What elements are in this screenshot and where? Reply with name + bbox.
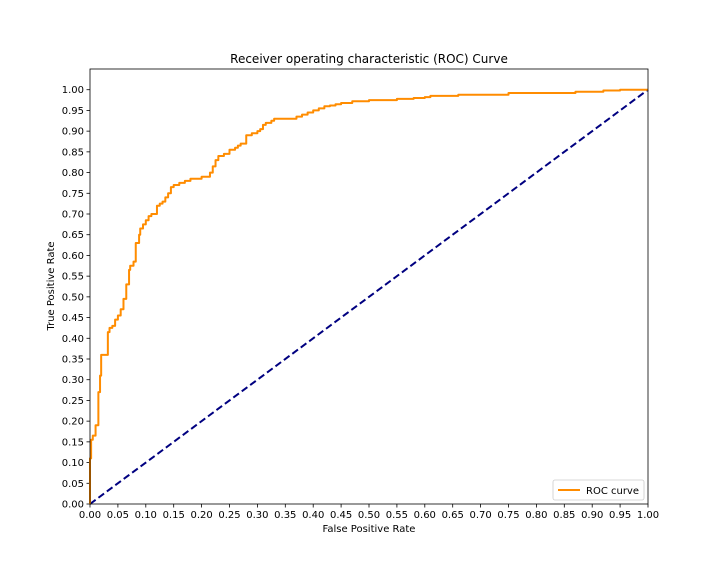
- x-tick-label: 0.45: [330, 510, 352, 521]
- x-tick-label: 0.80: [525, 510, 547, 521]
- axes-frame: [89, 68, 649, 505]
- x-tick-label: 0.70: [469, 510, 491, 521]
- x-tick-label: 0.60: [414, 510, 436, 521]
- chart-title: Receiver operating characteristic (ROC) …: [230, 52, 508, 66]
- chance-diagonal-line: [89, 88, 649, 505]
- legend-label: ROC curve: [586, 486, 639, 497]
- x-tick-label: 0.00: [79, 510, 101, 521]
- plot-area: 0.00 0.05 0.10 0.15 0.20 0.25 0.30 0.35 0.40 0.45…: [62, 68, 659, 521]
- y-tick-label: 0.65: [62, 230, 84, 241]
- y-axis-label: True Positive Rate: [46, 241, 57, 331]
- x-tick-label: 0.50: [358, 510, 380, 521]
- x-tick-label: 0.55: [386, 510, 408, 521]
- x-axis-label: False Positive Rate: [323, 524, 416, 535]
- y-tick-label: 0.10: [62, 458, 84, 469]
- y-tick-label: 0.35: [62, 355, 84, 366]
- x-axis-ticks: 0.00 0.05 0.10 0.15 0.20 0.25 0.30 0.35 0.40 0.45…: [79, 504, 659, 521]
- y-tick-label: 0.05: [62, 479, 84, 490]
- y-tick-label: 0.60: [62, 251, 84, 262]
- y-axis-ticks: 0.00 0.05 0.10 0.15 0.20 0.25 0.30 0.35 0.40 0.45…: [62, 85, 90, 511]
- x-tick-label: 0.10: [135, 510, 157, 521]
- y-tick-label: 0.20: [62, 417, 84, 428]
- x-tick-label: 0.90: [581, 510, 603, 521]
- legend: ROC curve: [552, 479, 645, 501]
- x-tick-label: 0.35: [274, 510, 296, 521]
- roc-curve-line: [89, 88, 648, 504]
- x-tick-label: 0.40: [302, 510, 324, 521]
- y-tick-label: 0.00: [62, 500, 84, 511]
- x-tick-label: 0.75: [497, 510, 519, 521]
- x-tick-label: 0.30: [246, 510, 268, 521]
- series-layer: [89, 88, 649, 505]
- y-tick-label: 0.70: [62, 210, 84, 221]
- y-tick-label: 0.15: [62, 437, 84, 448]
- y-tick-label: 1.00: [62, 85, 84, 96]
- x-tick-label: 0.25: [218, 510, 240, 521]
- x-tick-label: 0.15: [163, 510, 185, 521]
- y-tick-label: 0.55: [62, 272, 84, 283]
- y-tick-label: 0.75: [62, 189, 84, 200]
- x-tick-label: 0.20: [190, 510, 212, 521]
- y-tick-label: 0.40: [62, 334, 84, 345]
- y-tick-label: 0.95: [62, 106, 84, 117]
- y-tick-label: 0.45: [62, 313, 84, 324]
- legend-box: [552, 479, 645, 501]
- x-tick-label: 0.85: [553, 510, 575, 521]
- y-tick-label: 0.80: [62, 168, 84, 179]
- axes-background: [90, 69, 648, 504]
- y-tick-label: 0.25: [62, 396, 84, 407]
- x-tick-label: 0.05: [107, 510, 129, 521]
- x-tick-label: 0.95: [609, 510, 631, 521]
- y-tick-label: 0.30: [62, 375, 84, 386]
- x-tick-label: 0.65: [442, 510, 464, 521]
- y-tick-label: 0.85: [62, 147, 84, 158]
- y-tick-label: 0.90: [62, 127, 84, 138]
- x-tick-label: 1.00: [637, 510, 659, 521]
- y-tick-label: 0.50: [62, 292, 84, 303]
